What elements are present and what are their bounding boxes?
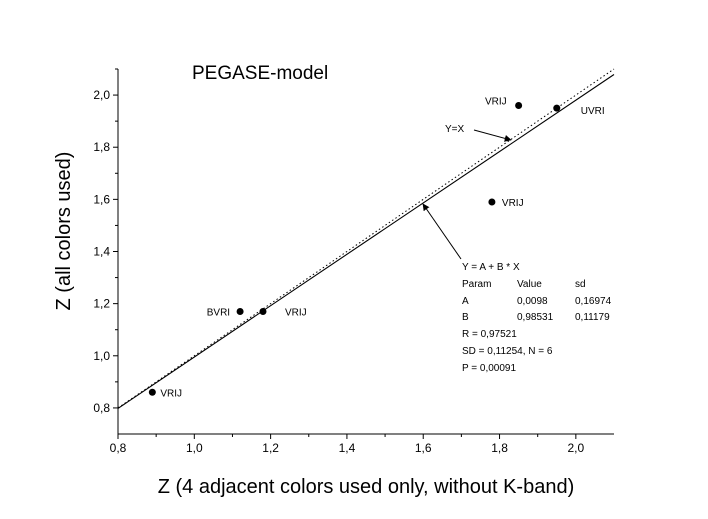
x-tick-label: 0,8 xyxy=(110,441,127,455)
data-point xyxy=(553,104,561,112)
fit-value-a: 0,0098 xyxy=(517,296,548,307)
fit-param-b: B xyxy=(462,312,469,323)
y-ticks: 0,8 1,0 1,2 1,4 1,6 1,8 2,0 xyxy=(93,68,118,415)
x-tick-label: 1,6 xyxy=(415,441,432,455)
data-point-label: VRIJ xyxy=(485,97,507,108)
x-tick-label: 1,2 xyxy=(262,441,279,455)
data-point-label: VRIJ xyxy=(285,307,307,318)
fit-value-b: 0,98531 xyxy=(517,312,554,323)
data-point xyxy=(259,307,267,315)
fit-r: R = 0,97521 xyxy=(462,329,517,340)
fit-sd-n: SD = 0,11254, N = 6 xyxy=(462,346,553,357)
y-tick-label: 2,0 xyxy=(93,88,110,102)
identity-line-label: Y=X xyxy=(445,124,465,135)
fit-sd-b: 0,11179 xyxy=(575,312,610,323)
x-ticks: 0,8 1,0 1,2 1,4 1,6 1,8 2,0 xyxy=(110,434,585,455)
fit-header-param: Param xyxy=(462,279,491,290)
data-point-label: BVRI xyxy=(207,307,230,318)
data-point xyxy=(488,198,496,206)
data-points: VRIJ BVRI VRIJ VRIJ VRIJ UVRI xyxy=(148,97,605,399)
y-tick-label: 1,0 xyxy=(93,349,110,363)
y-tick-label: 1,8 xyxy=(93,140,110,154)
x-tick-label: 1,8 xyxy=(491,441,508,455)
y-tick-label: 0,8 xyxy=(93,401,110,415)
data-point-label: VRIJ xyxy=(160,388,182,399)
fit-stats: Y = A + B * X Param Value sd A 0,0098 0,… xyxy=(462,262,612,374)
identity-line xyxy=(117,68,615,409)
x-tick-label: 1,4 xyxy=(339,441,356,455)
identity-arrow xyxy=(473,129,512,142)
y-tick-label: 1,2 xyxy=(93,297,110,311)
fit-equation: Y = A + B * X xyxy=(462,262,520,273)
x-tick-label: 2,0 xyxy=(568,441,585,455)
chart-title: PEGASE-model xyxy=(192,63,328,84)
data-point xyxy=(148,388,156,396)
fit-sd-a: 0,16974 xyxy=(575,296,612,307)
fit-p: P = 0,00091 xyxy=(462,363,516,374)
fit-arrow xyxy=(422,203,462,260)
y-axis-label: Z (all colors used) xyxy=(53,152,75,311)
data-point xyxy=(236,307,244,315)
data-point-label: UVRI xyxy=(581,106,605,117)
fit-line xyxy=(117,74,615,409)
data-point-label: VRIJ xyxy=(502,198,524,209)
fit-param-a: A xyxy=(462,296,469,307)
fit-header-sd: sd xyxy=(575,279,586,290)
fit-header-value: Value xyxy=(517,279,542,290)
y-tick-label: 1,6 xyxy=(93,192,110,206)
x-tick-label: 1,0 xyxy=(186,441,203,455)
x-axis-label: Z (4 adjacent colors used only, without … xyxy=(158,476,575,498)
y-tick-label: 1,4 xyxy=(93,245,110,259)
data-point xyxy=(515,102,523,109)
